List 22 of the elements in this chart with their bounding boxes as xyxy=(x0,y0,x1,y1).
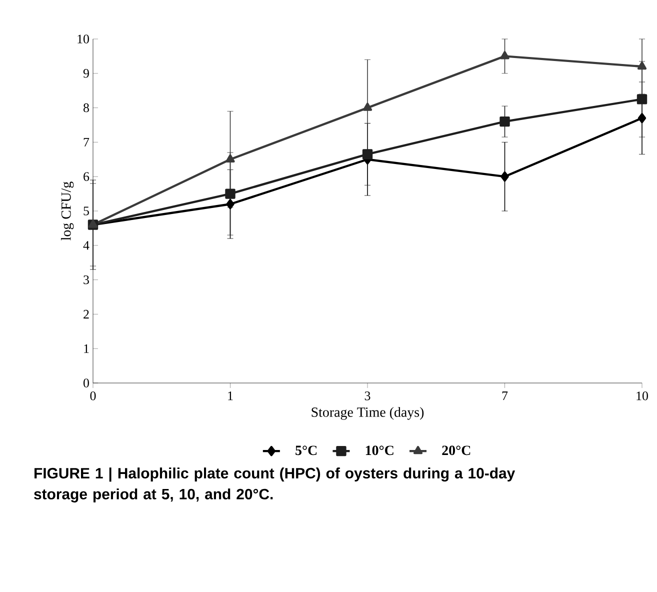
y-tick-label: 5 xyxy=(84,206,89,216)
y-tick-label: 8 xyxy=(84,103,89,112)
y-tick-label: 1 xyxy=(84,344,89,353)
y-tick-label: 10 xyxy=(78,34,89,44)
y-tick-label: 7 xyxy=(84,138,90,146)
legend-label: 5°C xyxy=(296,446,317,456)
x-tick-label: 0 xyxy=(90,392,96,400)
x-tick-label: 7 xyxy=(502,392,508,400)
y-axis-title: log CFU/g xyxy=(60,182,74,240)
x-tick-label: 3 xyxy=(364,392,370,400)
y-tick-label: 6 xyxy=(84,172,90,181)
x-axis-title: Storage Time (days) xyxy=(312,407,424,420)
y-tick-label: 3 xyxy=(84,275,89,284)
x-tick-label: 10 xyxy=(636,392,648,400)
legend-label: 20°C xyxy=(442,446,470,456)
legend-label: 10°C xyxy=(366,446,394,456)
y-tick-label: 2 xyxy=(84,310,89,318)
y-tick-label: 4 xyxy=(83,241,90,250)
y-tick-label: 9 xyxy=(83,69,89,78)
x-tick-label: 1 xyxy=(228,392,233,400)
y-tick-label: 0 xyxy=(84,378,89,388)
caption: FIGURE 1 | Halophilic plate count (HPC) of oysters during a 10-day storage period at 5, 10, and 20°C. xyxy=(34,468,516,502)
